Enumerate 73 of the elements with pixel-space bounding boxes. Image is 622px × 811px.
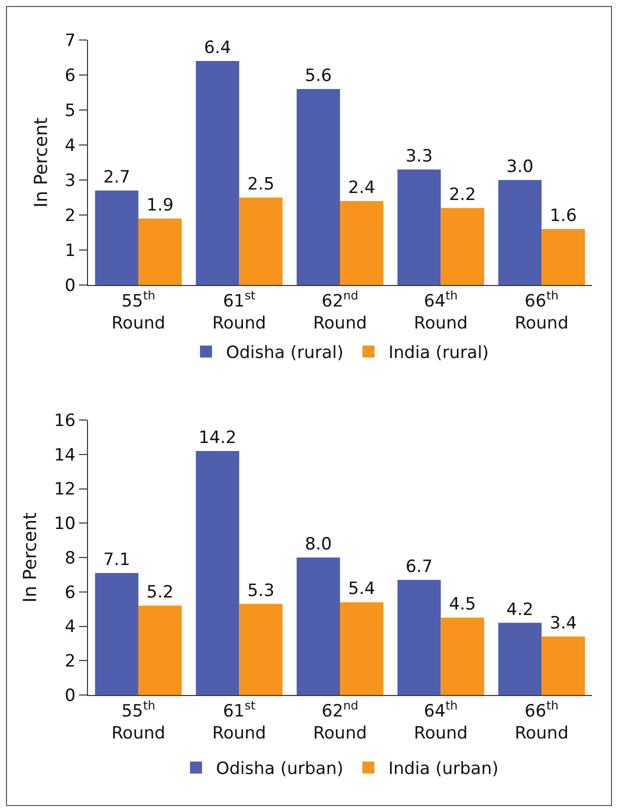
y-tick-label: 14	[54, 445, 76, 466]
bar	[498, 622, 542, 695]
bar	[196, 61, 240, 285]
legend-label: India (rural)	[388, 343, 489, 364]
y-tick-label: 4	[64, 617, 76, 638]
y-tick-label: 16	[54, 410, 76, 431]
y-tick-label: 4	[64, 136, 76, 156]
legend-label: India (urban)	[388, 759, 498, 780]
data-label: 5.2	[146, 582, 174, 603]
x-tick-label: 61$^{st}$ Round	[212, 698, 266, 744]
y-tick-label: 2	[64, 652, 76, 672]
data-label: 1.6	[550, 206, 577, 226]
x-tick-label: 55$^{th}$ Round	[112, 698, 166, 744]
y-axis-title: In Percent	[20, 512, 42, 603]
data-label: 3.4	[550, 614, 577, 634]
y-tick-label: 0	[64, 686, 76, 706]
bar	[296, 558, 340, 695]
y-tick-label: 7	[64, 30, 76, 51]
bar	[440, 618, 484, 695]
x-tick-label: 66$^{th}$ Round	[514, 288, 568, 334]
y-tick-label: 6	[64, 66, 76, 86]
data-label: 4.5	[448, 594, 476, 615]
data-label: 7.1	[103, 550, 130, 570]
bar	[196, 450, 240, 695]
y-tick-label: 2	[64, 206, 76, 226]
data-label: 3.3	[406, 146, 433, 166]
y-tick-label: 5	[64, 100, 76, 121]
bar	[542, 636, 585, 695]
x-tick-label: 64$^{th}$ Round	[414, 698, 468, 744]
x-tick-label: 62$^{nd}$ Round	[313, 288, 367, 334]
data-label: 6.7	[406, 556, 433, 577]
data-label: 8.0	[304, 534, 332, 554]
bar	[296, 89, 340, 285]
bar	[138, 606, 182, 695]
x-tick-label: 64$^{th}$ Round	[414, 288, 468, 334]
bar	[239, 198, 283, 285]
data-label: 2.4	[348, 178, 376, 198]
y-tick-label: 0	[64, 276, 76, 296]
data-label: 2.5	[247, 174, 274, 194]
y-tick-label: 12	[54, 480, 76, 500]
legend-label: Odisha (urban)	[216, 759, 344, 780]
bar	[397, 580, 441, 695]
y-axis-title: In Percent	[30, 117, 52, 208]
x-tick-label: 61$^{st}$ Round	[212, 288, 266, 334]
data-label: 1.9	[146, 196, 174, 216]
bar	[340, 602, 384, 695]
legend-label: Odisha (rural)	[226, 343, 344, 364]
y-tick-label: 1	[64, 240, 76, 261]
bar	[440, 208, 484, 285]
data-label: 14.2	[198, 428, 236, 448]
bar	[397, 170, 441, 285]
y-tick-label: 6	[64, 582, 76, 603]
y-tick-label: 3	[64, 170, 76, 191]
data-label: 5.6	[304, 66, 332, 86]
data-label: 2.2	[448, 185, 476, 205]
bar	[95, 572, 138, 695]
bar	[340, 201, 384, 285]
data-label: 2.7	[103, 168, 130, 188]
bar	[239, 604, 283, 695]
bar	[542, 229, 585, 285]
bar	[95, 190, 138, 285]
data-label: 4.2	[506, 600, 534, 620]
data-label: 5.3	[247, 580, 274, 601]
y-tick-label: 10	[54, 514, 76, 534]
data-label: 3.0	[506, 157, 534, 177]
x-tick-label: 66$^{th}$ Round	[514, 698, 568, 744]
data-label: 5.4	[348, 579, 376, 600]
bar	[498, 180, 542, 285]
data-label: 6.4	[204, 38, 232, 58]
x-tick-label: 55$^{th}$ Round	[112, 288, 166, 334]
y-tick-label: 8	[64, 548, 76, 568]
x-tick-label: 62$^{nd}$ Round	[313, 698, 367, 744]
bar	[138, 218, 182, 285]
